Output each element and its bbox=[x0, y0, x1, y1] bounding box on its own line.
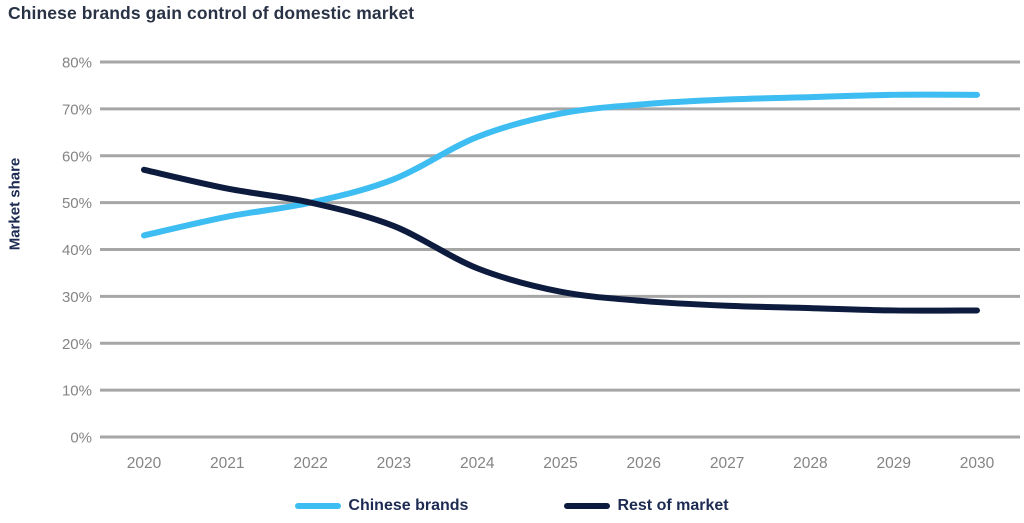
y-tick-label: 50% bbox=[62, 195, 92, 212]
y-tick-label: 70% bbox=[62, 101, 92, 118]
y-tick-label: 40% bbox=[62, 242, 92, 259]
y-tick-label: 20% bbox=[62, 336, 92, 353]
series-line-chinese-brands bbox=[141, 91, 980, 239]
x-tick-label: 2023 bbox=[377, 455, 411, 472]
series-line-rest-of-market bbox=[141, 166, 980, 314]
y-tick-label: 10% bbox=[62, 383, 92, 400]
legend-item-rest-of-market: Rest of market bbox=[564, 497, 729, 514]
x-tick-label: 2021 bbox=[210, 455, 244, 472]
y-axis-title: Market share bbox=[6, 157, 24, 251]
y-tick-label: 60% bbox=[62, 148, 92, 165]
y-tick-label: 80% bbox=[62, 55, 92, 72]
y-tick-label: 0% bbox=[70, 430, 92, 447]
legend-swatch-rest-of-market-icon bbox=[564, 503, 611, 509]
x-tick-label: 2020 bbox=[127, 455, 162, 472]
x-tick-label: 2025 bbox=[543, 455, 577, 472]
legend-label-rest-of-market: Rest of market bbox=[617, 497, 729, 514]
x-tick-label: 2028 bbox=[793, 455, 827, 472]
x-tick-label: 2026 bbox=[627, 455, 661, 472]
legend-item-chinese-brands: Chinese brands bbox=[295, 498, 468, 514]
y-tick-label: 30% bbox=[62, 289, 92, 306]
legend: Chinese brands Rest of market bbox=[0, 498, 1024, 514]
legend-swatch-chinese-brands-icon bbox=[295, 503, 342, 509]
x-tick-label: 2029 bbox=[876, 455, 910, 472]
x-tick-label: 2030 bbox=[960, 455, 995, 472]
x-tick-label: 2024 bbox=[460, 455, 495, 472]
legend-label-chinese-brands: Chinese brands bbox=[348, 497, 469, 514]
chart-title: Chinese brands gain control of domestic … bbox=[8, 3, 415, 23]
x-tick-label: 2022 bbox=[293, 455, 327, 472]
x-tick-label: 2027 bbox=[710, 455, 744, 472]
